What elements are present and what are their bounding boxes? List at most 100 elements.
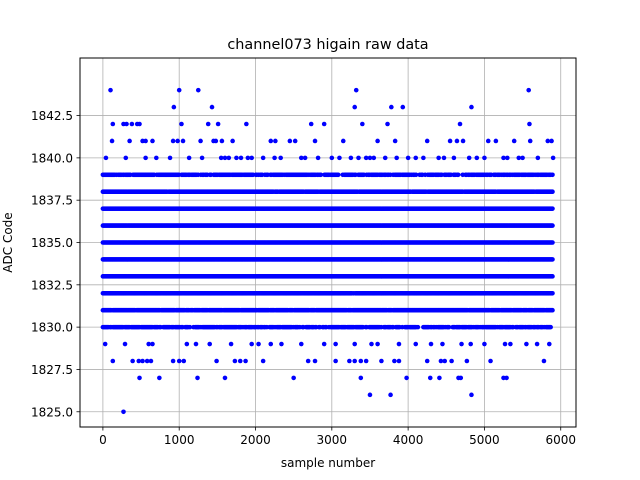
data-point: [256, 341, 261, 347]
data-point: [526, 87, 531, 93]
data-point: [335, 172, 341, 178]
data-point: [404, 375, 409, 381]
data-point: [550, 172, 555, 178]
data-point: [460, 138, 466, 144]
data-point: [171, 104, 177, 110]
data-point: [180, 138, 186, 144]
data-point: [548, 324, 553, 330]
data-point: [129, 121, 135, 127]
data-point: [415, 324, 421, 330]
data-point: [396, 341, 402, 347]
data-point: [527, 138, 533, 144]
data-point: [207, 341, 213, 347]
data-point: [550, 307, 555, 313]
data-point: [550, 290, 555, 296]
data-point: [352, 104, 358, 110]
data-point: [291, 375, 296, 381]
data-point: [122, 341, 128, 347]
data-point: [367, 392, 373, 398]
data-point: [232, 358, 238, 364]
data-point: [524, 341, 529, 347]
data-point: [469, 104, 474, 110]
data-point: [459, 341, 464, 347]
data-point: [298, 341, 304, 347]
data-point: [315, 155, 321, 161]
data-point: [308, 121, 314, 127]
data-point: [550, 223, 555, 228]
data-point: [382, 155, 388, 161]
data-point: [123, 155, 129, 161]
x-tick-label: 2000: [240, 433, 271, 447]
data-point: [127, 138, 132, 144]
data-point: [148, 358, 154, 364]
data-point: [181, 358, 187, 364]
data-point: [405, 155, 411, 161]
data-point: [312, 358, 318, 364]
data-point: [137, 375, 142, 381]
data-point: [441, 155, 447, 161]
data-point: [237, 358, 243, 364]
data-point: [186, 155, 192, 161]
data-point: [209, 104, 215, 110]
chart-title: channel073 higain raw data: [227, 37, 428, 53]
data-point: [447, 138, 453, 144]
data-point: [287, 138, 293, 144]
data-point: [329, 155, 335, 161]
data-point: [273, 138, 278, 144]
data-point: [363, 358, 369, 364]
data-point: [130, 358, 135, 364]
data-point: [520, 155, 525, 161]
data-point: [469, 392, 474, 398]
data-point: [535, 155, 541, 161]
data-point: [527, 121, 532, 127]
y-tick-label: 1830.0: [31, 321, 73, 335]
data-point: [340, 138, 346, 144]
data-point: [292, 138, 298, 144]
data-point: [137, 121, 142, 127]
data-point: [546, 341, 552, 347]
y-tick-label: 1835.0: [31, 236, 73, 250]
data-point: [102, 341, 108, 347]
data-point: [458, 375, 464, 381]
data-point: [268, 138, 274, 144]
data-point: [302, 155, 308, 161]
data-point: [179, 121, 184, 127]
data-point: [198, 138, 203, 144]
y-tick-label: 1840.0: [31, 151, 73, 165]
data-point: [485, 138, 491, 144]
data-point: [400, 104, 406, 110]
data-point: [451, 155, 457, 161]
data-point: [268, 341, 274, 347]
data-point: [504, 375, 509, 381]
data-point: [427, 375, 433, 381]
y-tick-label: 1827.5: [31, 363, 73, 377]
data-point: [353, 87, 359, 93]
data-point: [150, 138, 155, 144]
data-point: [437, 375, 442, 381]
data-point: [234, 155, 239, 161]
data-point: [110, 358, 116, 364]
data-point: [176, 87, 182, 93]
data-point: [488, 358, 493, 364]
data-point: [143, 138, 148, 144]
data-point: [424, 358, 430, 364]
x-tick-label: 6000: [545, 433, 576, 447]
data-point: [243, 358, 248, 364]
x-tick-label: 4000: [393, 433, 424, 447]
data-point: [375, 341, 380, 347]
data-point: [455, 172, 461, 178]
data-point: [549, 138, 554, 144]
data-point: [170, 138, 176, 144]
data-point: [348, 155, 354, 161]
data-point: [449, 358, 454, 364]
data-point: [312, 138, 318, 144]
data-point: [176, 358, 182, 364]
data-point: [272, 155, 277, 161]
data-point: [175, 138, 180, 144]
data-point: [482, 155, 487, 161]
data-point: [550, 240, 555, 245]
data-point: [358, 358, 364, 364]
y-tick-label: 1832.5: [31, 278, 73, 292]
data-point: [371, 155, 377, 161]
